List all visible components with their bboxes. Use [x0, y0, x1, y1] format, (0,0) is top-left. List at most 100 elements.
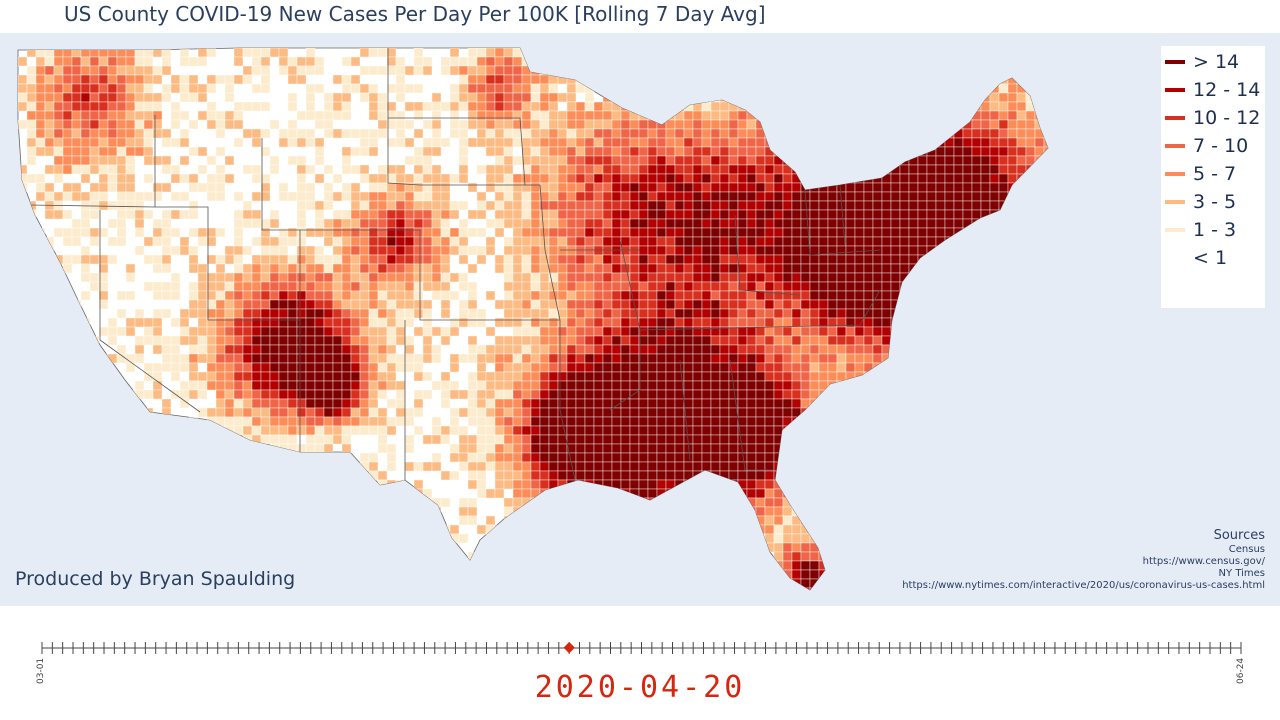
county-cell: [422, 524, 433, 535]
county-cell: [773, 398, 784, 409]
county-cell: [593, 164, 604, 175]
county-cell: [719, 452, 730, 463]
county-cell: [260, 236, 271, 247]
county-cell: [359, 209, 370, 220]
county-cell: [809, 506, 820, 517]
county-cell: [1016, 101, 1027, 112]
county-cell: [485, 119, 496, 130]
county-cell: [773, 191, 784, 202]
county-cell: [1007, 209, 1018, 220]
county-cell: [350, 389, 361, 400]
county-cell: [512, 65, 523, 76]
county-cell: [575, 398, 586, 409]
county-cell: [818, 56, 829, 67]
county-cell: [476, 92, 487, 103]
county-cell: [35, 110, 46, 121]
county-cell: [161, 362, 172, 373]
county-cell: [368, 335, 379, 346]
county-cell: [161, 335, 172, 346]
county-cell: [953, 101, 964, 112]
us-county-map[interactable]: [0, 33, 1280, 606]
county-cell: [404, 191, 415, 202]
county-cell: [359, 173, 370, 184]
county-cell: [467, 83, 478, 94]
county-cell: [611, 416, 622, 427]
county-cell: [350, 209, 361, 220]
county-cell: [197, 371, 208, 382]
county-cell: [512, 191, 523, 202]
county-cell: [602, 272, 613, 283]
county-cell: [899, 74, 910, 85]
county-cell: [134, 128, 145, 139]
county-cell: [53, 119, 64, 130]
county-cell: [989, 56, 1000, 67]
county-cell: [791, 227, 802, 238]
county-cell: [143, 326, 154, 337]
county-cell: [692, 182, 703, 193]
county-cell: [548, 389, 559, 400]
county-cell: [890, 272, 901, 283]
county-cell: [845, 371, 856, 382]
county-cell: [782, 344, 793, 355]
county-cell: [116, 56, 127, 67]
county-cell: [602, 164, 613, 175]
county-cell: [764, 92, 775, 103]
county-cell: [512, 263, 523, 274]
county-cell: [647, 497, 658, 508]
county-cell: [233, 245, 244, 256]
county-cell: [368, 236, 379, 247]
county-cell: [962, 272, 973, 283]
county-cell: [557, 299, 568, 310]
county-cell: [269, 479, 280, 490]
county-cell: [962, 83, 973, 94]
county-cell: [980, 65, 991, 76]
county-cell: [908, 335, 919, 346]
county-cell: [827, 488, 838, 499]
county-cell: [395, 362, 406, 373]
county-cell: [332, 290, 343, 301]
county-cell: [485, 164, 496, 175]
county-cell: [305, 326, 316, 337]
county-cell: [1007, 65, 1018, 76]
county-cell: [638, 101, 649, 112]
county-cell: [863, 317, 874, 328]
county-cell: [539, 434, 550, 445]
county-cell: [53, 48, 64, 58]
county-cell: [413, 236, 424, 247]
county-cell: [440, 245, 451, 256]
county-cell: [125, 92, 136, 103]
county-cell: [377, 434, 388, 445]
county-cell: [26, 92, 37, 103]
county-cell: [593, 218, 604, 229]
county-cell: [665, 119, 676, 130]
county-cell: [503, 434, 514, 445]
county-cell: [971, 137, 982, 148]
county-cell: [890, 353, 901, 364]
county-cell: [908, 137, 919, 148]
county-cell: [854, 335, 865, 346]
county-cell: [755, 281, 766, 292]
county-cell: [737, 335, 748, 346]
county-cell: [827, 110, 838, 121]
county-cell: [845, 128, 856, 139]
county-cell: [233, 281, 244, 292]
county-cell: [323, 389, 334, 400]
county-cell: [899, 362, 910, 373]
county-cell: [854, 137, 865, 148]
county-cell: [971, 254, 982, 265]
county-cell: [773, 299, 784, 310]
county-cell: [809, 371, 820, 382]
county-cell: [620, 452, 631, 463]
county-cell: [395, 335, 406, 346]
county-cell: [584, 227, 595, 238]
county-cell: [602, 344, 613, 355]
county-cell: [18, 299, 28, 310]
county-cell: [485, 353, 496, 364]
county-cell: [98, 191, 109, 202]
county-cell: [539, 218, 550, 229]
county-cell: [386, 461, 397, 472]
county-cell: [656, 164, 667, 175]
county-cell: [872, 506, 883, 517]
county-cell: [224, 155, 235, 166]
